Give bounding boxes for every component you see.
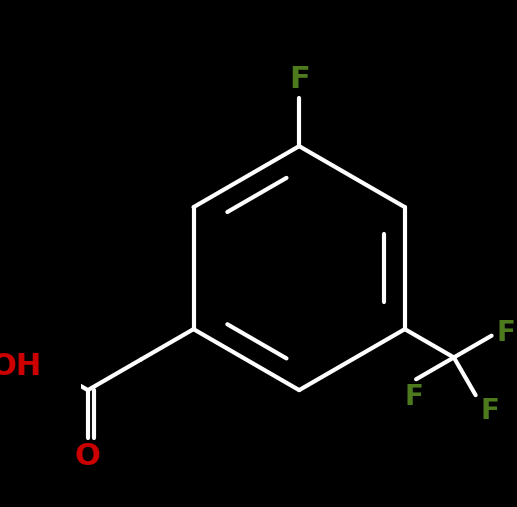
Text: OH: OH — [0, 352, 42, 381]
Text: F: F — [497, 319, 515, 347]
Text: F: F — [289, 65, 310, 94]
Text: F: F — [404, 383, 423, 411]
Text: F: F — [481, 397, 500, 425]
Text: O: O — [75, 443, 101, 472]
